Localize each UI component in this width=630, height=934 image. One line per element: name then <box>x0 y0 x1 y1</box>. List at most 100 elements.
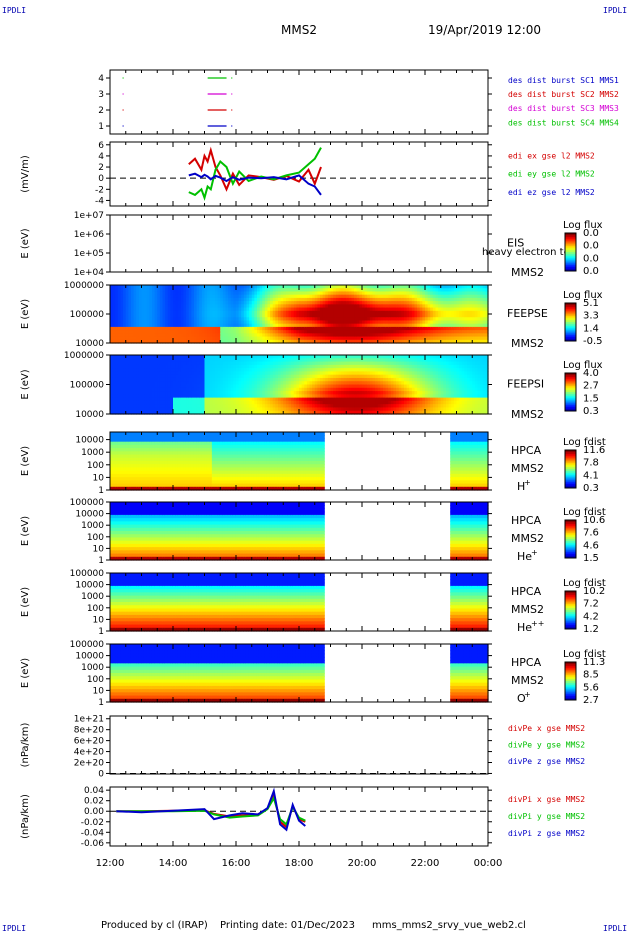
panel-feepsi-cell <box>270 410 274 415</box>
panel-feepse-cell <box>359 304 363 309</box>
panel-feepsi-cell <box>138 391 143 395</box>
panel-feepse-cell <box>330 307 334 312</box>
panel-feepsi-cell <box>283 377 287 382</box>
panel-feepse-cell <box>117 297 122 302</box>
panel-feepsi-cell <box>312 361 316 366</box>
panel-feepsi-cell <box>175 400 179 405</box>
panel-feepsi-cell <box>241 407 245 412</box>
panel-feepsi-cell <box>238 361 242 366</box>
panel-feepse-cell <box>477 323 481 328</box>
panel-feepse-cell <box>425 323 429 328</box>
panel-feepsi-cell <box>259 400 263 405</box>
panel-feepse-cell <box>133 285 137 289</box>
panel-feepse-cell <box>390 314 395 318</box>
panel-feepsi-cell <box>144 377 148 382</box>
panel-feepsi-cell <box>398 368 402 372</box>
panel-feepse-cell <box>183 339 187 344</box>
panel-feepse-cell <box>278 291 282 296</box>
panel-feepse-cell <box>346 333 350 338</box>
panel-feepse-cell <box>251 304 255 309</box>
panel-feepse-cell <box>396 330 400 334</box>
panel-feepse-cell <box>196 291 200 296</box>
panel-feepse-cell <box>209 323 213 328</box>
panel-feepsi-cell <box>170 368 174 372</box>
panel-feepse-cell <box>186 336 190 341</box>
panel-feepsi-cell <box>285 355 290 359</box>
panel-feepse-cell <box>254 310 258 315</box>
panel-feepse-cell <box>401 288 405 293</box>
panel-feepsi-cell <box>264 387 269 392</box>
panel-feepse-cell <box>343 301 347 305</box>
panel-feepsi-cell <box>333 355 337 359</box>
panel-feepse-cell <box>230 326 234 331</box>
panel-feepse-cell <box>141 323 145 328</box>
panel-feepse-cell <box>110 333 114 338</box>
panel-feepse-cell <box>485 291 489 296</box>
panel-feepsi-cell <box>165 368 169 372</box>
panel-feepsi-cell <box>351 381 355 386</box>
panel-feepse-cell <box>220 333 224 338</box>
panel-feepsi-cell <box>327 374 332 379</box>
panel-feepse-cell <box>325 336 329 341</box>
panel-feepse-cell <box>204 320 208 325</box>
panel-feepsi-cell <box>343 400 347 405</box>
panel-feepsi-cell <box>285 410 290 415</box>
panel-feepse-cell <box>404 336 408 341</box>
panel-feepsi-cell <box>217 387 221 392</box>
panel-feepse-cell <box>467 323 471 328</box>
panel-feepse-cell <box>472 297 476 302</box>
panel-feepse-cell <box>167 297 171 302</box>
panel-feepsi-cell <box>191 368 195 372</box>
panel-feepse-cell <box>188 320 192 325</box>
panel-feepsi-cell <box>125 368 129 372</box>
panel-feepse-cell <box>480 285 484 289</box>
panel-feepse-cell <box>472 294 476 299</box>
panel-feepsi-cell <box>333 374 337 379</box>
panel-feepsi-cell <box>165 384 169 389</box>
panel-feepse-cell <box>204 285 208 289</box>
panel-feepse-cell <box>372 326 376 331</box>
panel-feepsi-cell <box>291 391 295 395</box>
panel-feepse-cell <box>186 326 190 331</box>
panel-feepse-cell <box>178 323 182 328</box>
panel-feepsi-cell <box>178 400 182 405</box>
panel-feepsi-cell <box>301 397 305 402</box>
panel-feepse-cell <box>448 326 452 331</box>
panel-feepse-cell <box>474 291 479 296</box>
panel-feepse-cell <box>112 336 116 341</box>
panel-feepse-cell <box>280 320 284 325</box>
panel-feepse-cell <box>125 326 129 331</box>
panel-feepsi-cell <box>154 394 158 399</box>
panel-feepsi-cell <box>351 387 355 392</box>
panel-feepse-cell <box>440 339 444 344</box>
panel-feepse-cell <box>259 323 263 328</box>
panel-feepse-cell <box>149 291 153 296</box>
panel-feepsi-cell <box>186 387 190 392</box>
panel-feepsi-cell <box>183 400 187 405</box>
panel-feepse-cell <box>346 310 350 315</box>
panel-feepsi-cell <box>180 384 185 389</box>
panel-feepse-cell <box>477 291 481 296</box>
panel-feepse-cell <box>335 339 339 344</box>
panel-feepsi-cell <box>338 394 342 399</box>
panel-feepsi-cell <box>296 391 300 395</box>
panel-feepse-cell <box>191 326 195 331</box>
panel-feepsi-cell <box>312 397 316 402</box>
panel-feepsi-cell <box>306 391 311 395</box>
panel-feepsi-cell <box>333 404 337 409</box>
panel-feepse-cell <box>280 285 284 289</box>
panel-feepse-cell <box>228 317 232 322</box>
panel-feepse-cell <box>243 310 248 315</box>
panel-feepsi-cell <box>222 364 227 369</box>
panel-feepse-cell <box>199 304 203 309</box>
panel-feepsi-cell <box>186 381 190 386</box>
panel-feepsi-cell <box>136 407 140 412</box>
panel-feepsi-cell <box>209 377 213 382</box>
panel-feepsi-cell <box>215 368 219 372</box>
panel-feepsi-cell <box>335 368 339 372</box>
panel-feepse-cell <box>154 320 158 325</box>
panel-feepse-cell <box>123 314 127 318</box>
panel-feepsi-cell <box>380 361 384 366</box>
panel-feepse-cell <box>194 307 198 312</box>
panel-feepsi-cell <box>346 374 350 379</box>
